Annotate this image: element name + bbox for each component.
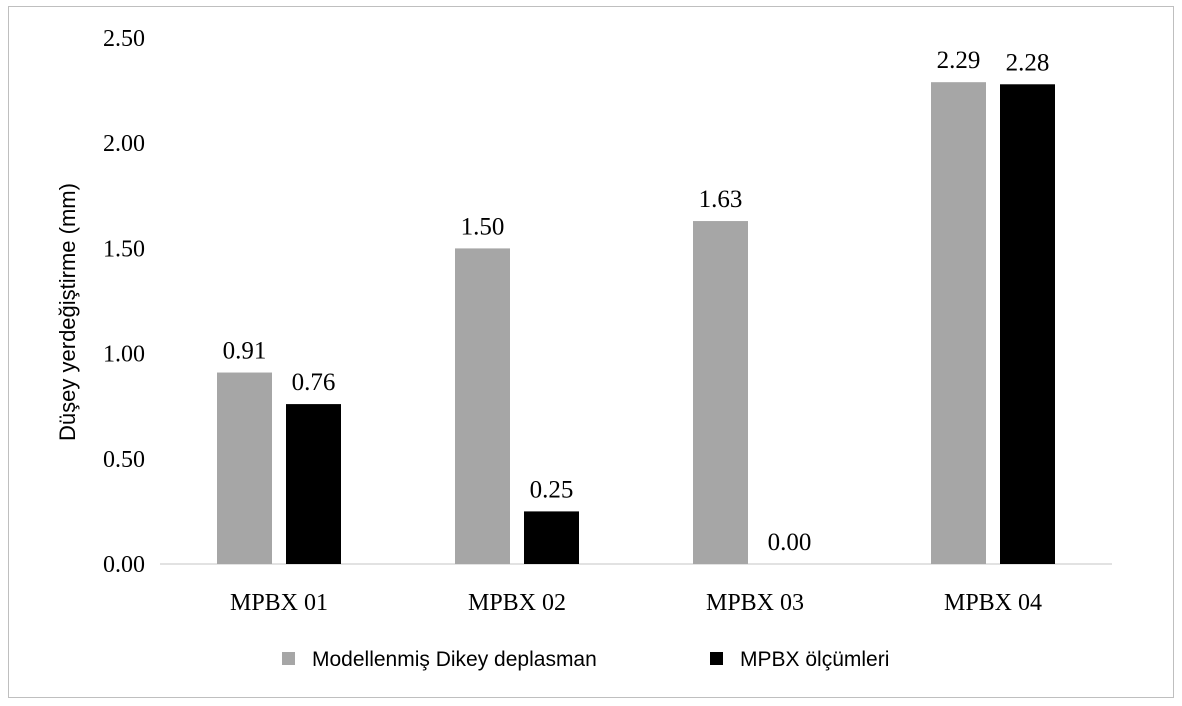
legend: Modellenmiş Dikey deplasman MPBX ölçümler… xyxy=(282,648,889,671)
y-tick-label: 1.50 xyxy=(103,236,145,262)
data-label: 0.00 xyxy=(768,529,812,556)
legend-swatch xyxy=(710,652,723,665)
y-tick-label: 2.00 xyxy=(103,131,145,157)
x-tick-label: MPBX 04 xyxy=(944,590,1042,616)
legend-label: Modellenmiş Dikey deplasman xyxy=(312,648,597,671)
data-label: 0.91 xyxy=(223,338,267,365)
y-tick-label: 2.50 xyxy=(103,26,145,52)
bar xyxy=(931,82,986,565)
bar xyxy=(455,248,510,564)
legend-label: MPBX ölçümleri xyxy=(740,648,889,671)
x-tick-label: MPBX 03 xyxy=(706,590,804,616)
data-label: 2.29 xyxy=(937,47,981,74)
bar xyxy=(217,372,272,564)
bar xyxy=(693,221,748,564)
y-tick-label: 0.00 xyxy=(103,552,145,578)
legend-swatch xyxy=(282,652,295,665)
y-tick-label: 0.50 xyxy=(103,447,145,473)
data-label: 0.76 xyxy=(292,369,336,396)
y-axis-title: Düşey yerdeğiştirme (mm) xyxy=(55,183,80,441)
bars xyxy=(217,82,1055,565)
data-label: 2.28 xyxy=(1006,49,1050,76)
data-labels: 0.91 1.50 1.63 2.29 0.76 0.25 0.00 2.28 xyxy=(223,47,1050,556)
bar xyxy=(1000,84,1055,565)
x-tick-label: MPBX 01 xyxy=(230,590,328,616)
y-axis-ticks: 0.00 0.50 1.00 1.50 2.00 2.50 xyxy=(103,26,145,578)
y-tick-label: 1.00 xyxy=(103,342,145,368)
x-tick-label: MPBX 02 xyxy=(468,590,566,616)
data-label: 1.50 xyxy=(461,213,505,240)
bar xyxy=(286,404,341,564)
data-label: 1.63 xyxy=(699,186,743,213)
data-label: 0.25 xyxy=(530,476,574,503)
bar xyxy=(524,511,579,564)
x-axis-ticks: MPBX 01 MPBX 02 MPBX 03 MPBX 04 xyxy=(230,590,1042,616)
